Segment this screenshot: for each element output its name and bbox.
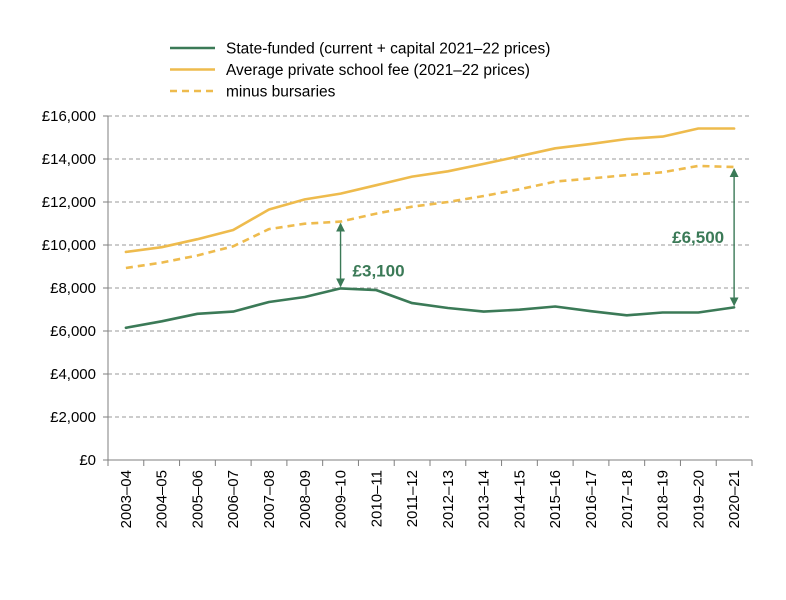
y-tick-label: £16,000 xyxy=(42,108,96,125)
y-tick-label: £0 xyxy=(79,452,96,469)
series-line-3 xyxy=(125,164,735,270)
series-line-2 xyxy=(124,127,736,254)
y-tick-label: £6,000 xyxy=(50,323,96,340)
x-tick-label: 2014–15 xyxy=(511,470,528,528)
x-tick-label: 2017–18 xyxy=(619,470,636,528)
x-tick-label: 2016–17 xyxy=(583,470,600,528)
x-tick-label: 2012–13 xyxy=(440,470,457,528)
x-tick-label: 2007–08 xyxy=(261,470,278,528)
x-tick-label: 2020–21 xyxy=(726,470,743,528)
x-tick-label: 2010–11 xyxy=(368,470,385,527)
y-tick-label: £4,000 xyxy=(50,366,96,383)
legend-label: State-funded (current + capital 2021–22 … xyxy=(226,41,550,58)
x-tick-label: 2009–10 xyxy=(333,470,350,528)
y-tick-label: £12,000 xyxy=(42,194,96,211)
x-tick-label: 2005–06 xyxy=(189,470,206,528)
x-tick-label: 2011–12 xyxy=(404,470,421,527)
x-tick-label: 2003–04 xyxy=(118,470,135,528)
legend-label: Average private school fee (2021–22 pric… xyxy=(226,62,530,79)
legend-label: minus bursaries xyxy=(226,84,336,101)
x-tick-label: 2013–14 xyxy=(476,470,493,528)
series-layer xyxy=(124,127,736,330)
x-tick-label: 2015–16 xyxy=(547,470,564,528)
gridlines xyxy=(108,115,752,418)
x-axis: 2003–04 2004–05 2005–06 2006–07 2007–08 2008–… xyxy=(107,459,753,528)
y-tick-label: £2,000 xyxy=(50,409,96,426)
y-tick-label: £14,000 xyxy=(42,151,96,168)
y-tick-label: £10,000 xyxy=(42,237,96,254)
gap-label: £6,500 xyxy=(672,228,724,247)
x-tick-label: 2018–19 xyxy=(655,470,672,528)
legend: State-funded (current + capital 2021–22 … xyxy=(170,41,550,101)
x-tick-label: 2004–05 xyxy=(154,470,171,528)
y-tick-label: £8,000 xyxy=(50,280,96,297)
y-axis: £0 £2,000 £4,000 £6,000 £8,000 £10,000 £12,000… xyxy=(42,108,109,469)
annotations: £3,100 £6,500 xyxy=(336,168,739,307)
x-tick-label: 2019–20 xyxy=(690,470,707,528)
x-tick-label: 2006–07 xyxy=(225,470,242,528)
series-line-1 xyxy=(124,287,736,330)
x-tick-label: 2008–09 xyxy=(297,470,314,528)
gap-label: £3,100 xyxy=(353,261,405,280)
